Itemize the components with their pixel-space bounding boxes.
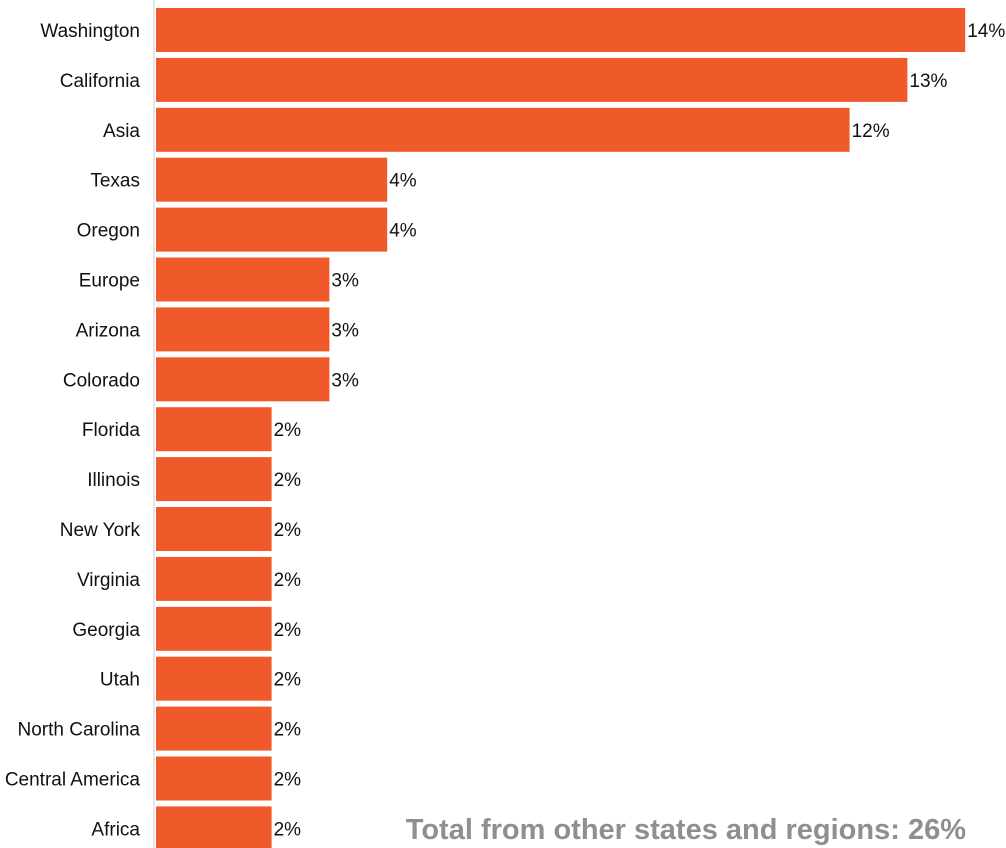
bars-group [156, 8, 966, 848]
value-label-georgia: 2% [274, 620, 302, 641]
value-label-washington: 14% [967, 21, 1005, 42]
category-label-florida: Florida [82, 420, 141, 441]
bar-arizona [156, 307, 330, 352]
value-label-asia: 12% [852, 121, 890, 142]
value-label-africa: 2% [274, 819, 302, 840]
bar-europe [156, 257, 330, 302]
category-label-asia: Asia [103, 121, 140, 142]
category-label-illinois: Illinois [87, 470, 140, 491]
bar-utah [156, 656, 272, 701]
category-label-north-carolina: North Carolina [18, 720, 141, 741]
bar-washington [156, 8, 966, 52]
category-label-africa: Africa [91, 819, 140, 840]
category-label-georgia: Georgia [72, 620, 140, 641]
category-label-utah: Utah [100, 670, 140, 691]
bar-asia [156, 107, 850, 152]
value-label-new-york: 2% [274, 520, 302, 541]
category-label-virginia: Virginia [77, 570, 140, 591]
bar-africa [156, 806, 272, 848]
category-label-europe: Europe [79, 271, 140, 292]
value-label-colorado: 3% [331, 370, 359, 391]
bar-virginia [156, 556, 272, 601]
bar-new-york [156, 507, 272, 551]
value-label-illinois: 2% [274, 470, 302, 491]
total-annotation: Total from other states and regions: 26% [406, 814, 966, 846]
bar-central-america [156, 756, 272, 801]
bar-north-carolina [156, 706, 272, 751]
value-label-florida: 2% [274, 420, 302, 441]
category-label-arizona: Arizona [76, 320, 141, 341]
bar-oregon [156, 207, 388, 252]
value-label-utah: 2% [274, 670, 302, 691]
value-label-arizona: 3% [331, 320, 359, 341]
bar-florida [156, 407, 272, 452]
category-label-texas: Texas [90, 171, 140, 192]
category-label-central-america: Central America [5, 770, 141, 791]
bar-georgia [156, 606, 272, 651]
value-label-central-america: 2% [274, 770, 302, 791]
value-label-california: 13% [909, 71, 947, 92]
bar-colorado [156, 357, 330, 402]
category-label-washington: Washington [40, 21, 140, 42]
category-label-california: California [60, 71, 141, 92]
value-label-europe: 3% [331, 271, 359, 292]
category-labels-group: Washington California Asia Texas Oregon Europ… [5, 21, 141, 840]
category-label-colorado: Colorado [63, 370, 140, 391]
category-label-oregon: Oregon [77, 221, 140, 242]
value-label-texas: 4% [389, 171, 417, 192]
value-labels-group: 14% 13% 12% 4% 4% 3% 3% 3% 2% 2% 2% 2% 2% 2% 2% 2% 2% [274, 21, 1006, 840]
value-label-oregon: 4% [389, 221, 417, 242]
bar-illinois [156, 457, 272, 502]
value-label-north-carolina: 2% [274, 720, 302, 741]
bar-california [156, 57, 908, 102]
category-label-new-york: New York [60, 520, 141, 541]
value-label-virginia: 2% [274, 570, 302, 591]
bar-texas [156, 157, 388, 202]
